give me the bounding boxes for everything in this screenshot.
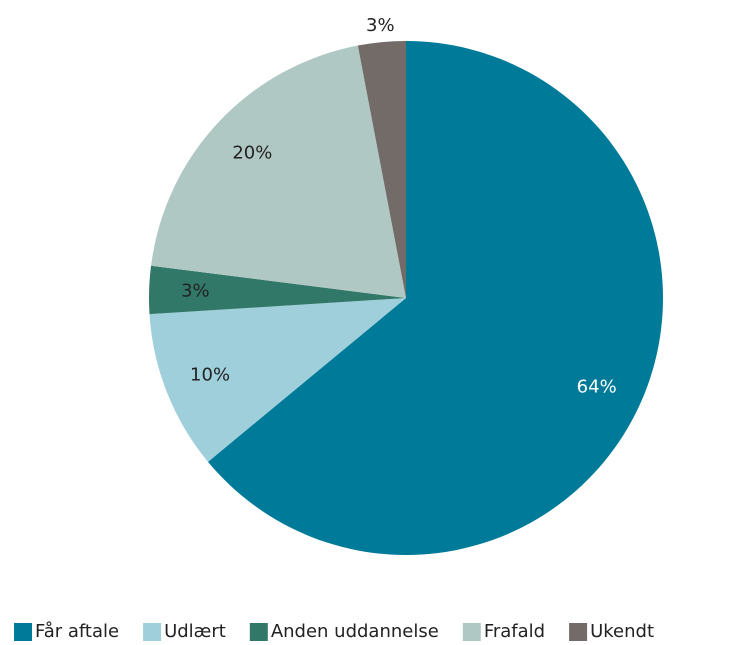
- legend-swatch: [462, 623, 481, 641]
- pie-slice: [207, 41, 664, 556]
- data-label: 64%: [577, 377, 617, 398]
- legend-swatch: [14, 623, 32, 641]
- legend-label: Anden uddannelse: [271, 621, 439, 641]
- pie-slice: [357, 41, 406, 298]
- legend-swatch: [569, 623, 588, 641]
- pie-slice: [149, 298, 406, 462]
- legend-label: Udlært: [164, 621, 226, 641]
- legend-label: Får aftale: [35, 621, 119, 641]
- data-label: 3%: [181, 280, 210, 301]
- pie-slice: [151, 45, 406, 298]
- legend-label: Ukendt: [590, 621, 654, 641]
- legend-label: Frafald: [484, 621, 545, 641]
- data-label: 3%: [366, 15, 395, 36]
- legend-swatch: [249, 623, 268, 641]
- data-label: 10%: [190, 365, 230, 386]
- pie-slice: [149, 265, 406, 315]
- data-label: 20%: [232, 143, 272, 164]
- legend-swatch: [143, 623, 162, 641]
